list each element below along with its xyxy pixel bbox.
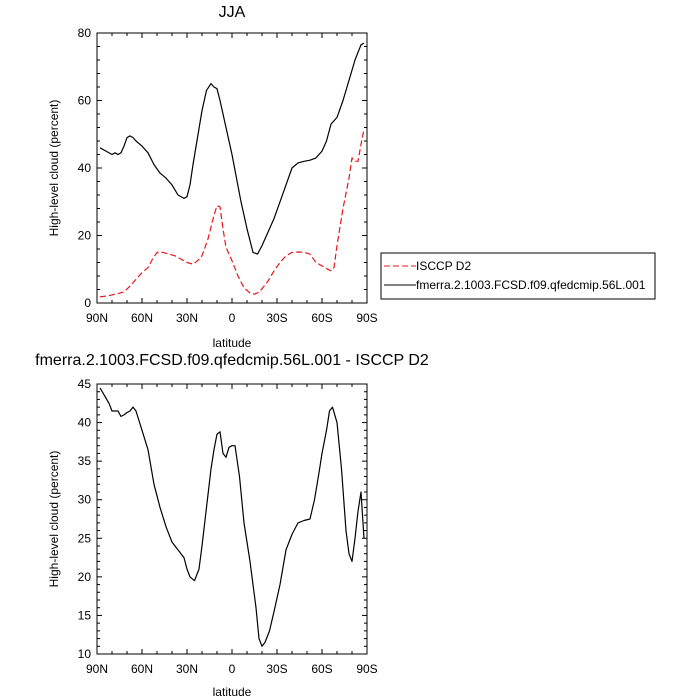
bottom-chart-title: fmerra.2.1003.FCSD.f09.qfedcmip.56L.001 … — [35, 352, 429, 369]
bottom-x-tick-label: 90S — [356, 662, 377, 676]
bottom-y-tick-label: 45 — [78, 377, 92, 391]
top-y-tick-label: 60 — [78, 94, 92, 108]
bottom-y-tick-label: 40 — [78, 416, 92, 430]
top-y-tick-label: 0 — [84, 296, 91, 310]
top-x-tick-label: 90N — [86, 311, 108, 325]
bottom-x-axis-label: latitude — [213, 685, 252, 699]
bottom-plot-frame — [96, 383, 368, 655]
top-series-lines — [99, 42, 365, 298]
bottom-x-tick-label: 90N — [86, 662, 108, 676]
top-y-tick-label: 80 — [78, 26, 92, 40]
bottom-x-tick-label: 60S — [311, 662, 332, 676]
top-series-line-0 — [99, 129, 365, 298]
bottom-y-tick-label: 35 — [78, 454, 92, 468]
top-y-tick-label: 40 — [78, 161, 92, 175]
legend-label-model: fmerra.2.1003.FCSD.f09.qfedcmip.56L.001 — [416, 278, 646, 292]
top-y-ticks: 0 20 40 60 80 — [78, 26, 367, 310]
bottom-panel: fmerra.2.1003.FCSD.f09.qfedcmip.56L.001 … — [35, 352, 429, 699]
top-x-tick-label: 60N — [131, 311, 153, 325]
bottom-series-lines — [99, 387, 365, 647]
top-y-tick-label: 20 — [78, 229, 92, 243]
bottom-x-tick-label: 0 — [229, 662, 236, 676]
bottom-y-tick-label: 25 — [78, 531, 92, 545]
legend-box — [380, 252, 656, 300]
top-x-tick-label: 90S — [356, 311, 377, 325]
top-x-ticks: 90N 60N 30N 0 30S 60S 90S — [86, 33, 378, 325]
bottom-y-axis-label: High-level cloud (percent) — [47, 451, 61, 588]
top-chart-title: JJA — [219, 4, 246, 21]
bottom-x-tick-label: 60N — [131, 662, 153, 676]
legend-label-isccp: ISCCP D2 — [416, 259, 471, 273]
top-x-axis-label: latitude — [213, 336, 252, 350]
bottom-x-ticks: 90N 60N 30N 0 30S 60S 90S — [86, 384, 378, 676]
legend: ISCCP D2 fmerra.2.1003.FCSD.f09.qfedcmip… — [380, 252, 656, 300]
bottom-y-tick-label: 10 — [78, 647, 92, 661]
top-x-tick-label: 30S — [266, 311, 287, 325]
bottom-x-tick-label: 30N — [176, 662, 198, 676]
bottom-y-tick-label: 20 — [78, 570, 92, 584]
top-y-axis-label: High-level cloud (percent) — [47, 100, 61, 237]
top-x-tick-label: 60S — [311, 311, 332, 325]
top-panel: JJA 90N 60N 30N 0 30S 60S 90S 0 20 40 60 80 latitu… — [47, 4, 378, 350]
bottom-x-tick-label: 30S — [266, 662, 287, 676]
top-x-tick-label: 0 — [229, 311, 236, 325]
bottom-series-line-0 — [99, 387, 365, 647]
bottom-y-ticks: 10 15 20 25 30 35 40 45 — [78, 377, 367, 661]
bottom-y-tick-label: 15 — [78, 608, 92, 622]
bottom-y-tick-label: 30 — [78, 493, 92, 507]
top-series-line-1 — [99, 42, 365, 255]
top-plot-frame — [96, 32, 368, 304]
top-x-tick-label: 30N — [176, 311, 198, 325]
